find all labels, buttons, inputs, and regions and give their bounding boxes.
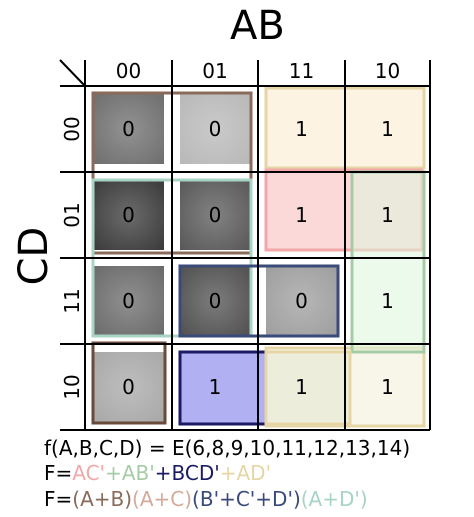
cell-value-3-1: 1: [209, 375, 222, 399]
pos-expression: F=(A+B)(A+C)(B'+C'+D')(A+D'): [44, 489, 368, 509]
cell-value-1-3: 1: [381, 203, 394, 227]
cell-shade-2-2: [266, 266, 337, 336]
cell-shade-2-1: [180, 266, 250, 336]
column-header-0: 00: [116, 59, 141, 83]
sop-term-4: BCD': [171, 461, 220, 485]
pos-term-2: (B'+C'+D'): [192, 487, 301, 511]
corner-diagonal: [59, 59, 86, 87]
row-header-1: 01: [60, 202, 84, 227]
cell-shade-1-1: [180, 180, 250, 250]
cell-value-1-1: 0: [209, 203, 222, 227]
group-bcd-right: [264, 350, 352, 426]
cell-shade-0-1: [180, 94, 250, 164]
cell-value-0-2: 1: [295, 117, 308, 141]
cell-shade-1-0: [93, 180, 164, 250]
row-header-3: 10: [60, 374, 84, 399]
cell-value-2-0: 0: [122, 289, 135, 313]
cell-value-2-1: 0: [209, 289, 222, 313]
cell-shade-2-0: [93, 266, 164, 336]
cd-variables-label: CD: [11, 226, 57, 286]
sop-prefix: F=: [44, 461, 73, 485]
pos-term-0: (A+B): [72, 487, 133, 511]
column-header-1: 01: [202, 59, 227, 83]
cell-value-3-3: 1: [381, 375, 394, 399]
sop-expression: F=AC'+AB'+BCD'+AD': [44, 463, 271, 483]
cell-value-1-0: 0: [122, 203, 135, 227]
cell-value-1-2: 1: [295, 203, 308, 227]
column-header-3: 10: [375, 59, 400, 83]
sop-term-1: +: [105, 461, 122, 485]
group-ab-prime: [350, 170, 426, 354]
pos-prefix: F=: [44, 487, 73, 511]
cell-shade-3-0: [93, 352, 164, 422]
cell-value-0-0: 0: [122, 117, 135, 141]
pos-terms: (A+B)(A+C)(B'+C'+D')(A+D'): [72, 487, 367, 511]
sop-term-5: +: [219, 461, 237, 485]
cell-value-2-2: 0: [295, 289, 308, 313]
cell-value-0-3: 1: [381, 117, 394, 141]
group-bcd-prime: [178, 350, 268, 426]
cell-value-2-3: 1: [381, 289, 394, 313]
function-definition: f(A,B,C,D) = E(6,8,9,10,11,12,13,14): [44, 436, 411, 460]
column-header-2: 11: [289, 59, 314, 83]
row-header-0: 00: [60, 116, 84, 141]
ab-variables-label: AB: [230, 3, 285, 49]
cell-value-3-2: 1: [295, 375, 308, 399]
pos-term-1: (A+C): [132, 487, 193, 511]
sop-term-6: AD': [236, 461, 272, 485]
cell-shade-0-0: [93, 94, 164, 164]
pos-term-3: (A+D'): [300, 487, 368, 511]
row-header-2: 11: [60, 288, 84, 313]
sop-term-0: AC': [72, 461, 106, 485]
cell-value-3-0: 0: [122, 375, 135, 399]
sop-term-2: AB': [121, 461, 155, 485]
cell-value-0-1: 0: [209, 117, 222, 141]
sop-term-3: +: [154, 461, 172, 485]
sop-terms: AC'+AB'+BCD'+AD': [72, 461, 271, 485]
